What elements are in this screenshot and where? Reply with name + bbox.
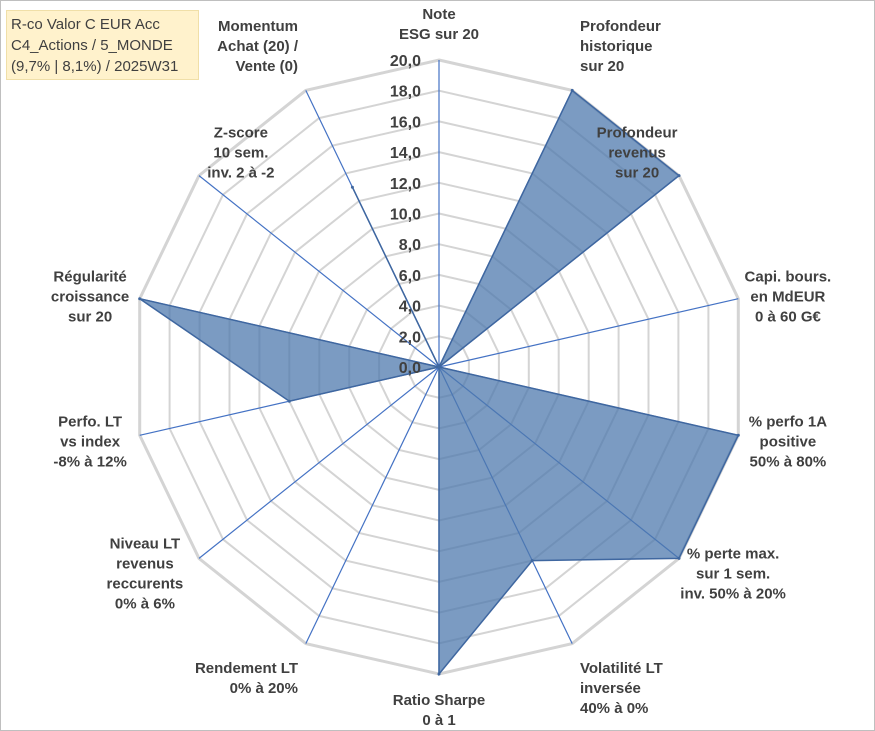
- axis-label-5-line-2: inv. 50% à 20%: [680, 586, 786, 603]
- axis-label-6-line-1: inversée: [580, 680, 641, 697]
- axis-label-3: Capi. bours. en MdEUR 0 à 60 G€: [745, 269, 832, 326]
- series-point-5: [677, 556, 681, 560]
- title-line-2: C4_Actions / 5_MONDE: [11, 37, 173, 54]
- axis-label-1: Profondeur historique sur 20: [580, 18, 661, 75]
- axis-label-9-line-3: 0% à 6%: [115, 596, 175, 613]
- tick-label-4: 8,0: [399, 237, 421, 254]
- axis-label-1-line-0: Profondeur: [580, 18, 661, 35]
- axis-label-5-line-0: % perte max.: [687, 546, 780, 563]
- axis-label-6-line-2: 40% à 0%: [580, 700, 648, 717]
- axis-label-11-line-0: Régularité: [53, 269, 126, 286]
- axis-label-2-line-0: Profondeur: [597, 124, 678, 141]
- radial-tick-labels: 0,0 2,0 4,0 6,0 8,0 10,0 12,0 14,0 16,0 18,0 20,0: [390, 53, 421, 377]
- title-line-3: (9,7% | 8,1%) / 2025W31: [11, 58, 179, 75]
- tick-label-1: 2,0: [399, 329, 421, 346]
- tick-label-0: 0,0: [399, 360, 421, 377]
- axis-label-10: Perfo. LT vs index -8% à 12%: [53, 413, 126, 470]
- axis-label-13-line-0: Momentum: [218, 18, 298, 35]
- axis-label-9: Niveau LT revenus reccurents 0% à 6%: [107, 536, 184, 613]
- axis-label-4-line-1: positive: [760, 433, 817, 450]
- axis-label-7-line-0: Ratio Sharpe: [393, 692, 486, 709]
- series-point-6: [530, 559, 534, 563]
- tick-label-8: 16,0: [390, 114, 421, 131]
- radar-series: [138, 88, 740, 677]
- tick-label-9: 18,0: [390, 84, 421, 101]
- axis-label-3-line-2: 0 à 60 G€: [755, 309, 822, 326]
- axis-label-9-line-2: reccurents: [107, 576, 184, 593]
- axis-label-10-line-0: Perfo. LT: [58, 413, 122, 430]
- axis-label-5: % perte max. sur 1 sem. inv. 50% à 20%: [680, 546, 786, 603]
- axis-label-9-line-0: Niveau LT: [110, 536, 181, 553]
- title-line-1: R-co Valor C EUR Acc: [11, 16, 160, 33]
- series-point-11: [138, 297, 142, 301]
- axis-label-8-line-1: 0% à 20%: [230, 680, 298, 697]
- axis-label-4: % perfo 1A positive 50% à 80%: [749, 413, 828, 470]
- axis-label-1-line-2: sur 20: [580, 58, 624, 75]
- axis-label-7-line-1: 0 à 1: [422, 712, 455, 729]
- axis-label-1-line-1: historique: [580, 38, 653, 55]
- axis-label-12: Z-score 10 sem. inv. 2 à -2: [207, 124, 274, 181]
- axis-label-13-line-2: Vente (0): [235, 58, 298, 75]
- axis-label-3-line-0: Capi. bours.: [745, 269, 832, 286]
- series-point-4: [736, 433, 740, 437]
- axis-label-2-line-2: sur 20: [615, 164, 659, 181]
- tick-label-5: 10,0: [390, 207, 421, 224]
- axis-label-2-line-1: revenus: [608, 144, 666, 161]
- axis-label-11-line-2: sur 20: [68, 309, 112, 326]
- chart-title-box: R-co Valor C EUR Acc C4_Actions / 5_MOND…: [6, 10, 199, 80]
- axis-label-0-line-1: ESG sur 20: [399, 26, 479, 43]
- axis-label-0: Note ESG sur 20: [399, 6, 479, 43]
- axis-label-7: Ratio Sharpe 0 à 1: [393, 692, 486, 729]
- axis-label-11-line-1: croissance: [51, 289, 129, 306]
- axis-label-0-line-0: Note: [422, 6, 455, 23]
- tick-label-10: 20,0: [390, 53, 421, 70]
- tick-label-6: 12,0: [390, 176, 421, 193]
- series-point-12: [437, 365, 441, 369]
- axis-label-2: Profondeur revenus sur 20: [597, 124, 678, 181]
- axis-label-12-line-0: Z-score: [214, 124, 268, 141]
- axis-label-8: Rendement LT 0% à 20%: [195, 660, 298, 697]
- axis-label-13: Momentum Achat (20) / Vente (0): [217, 18, 299, 75]
- axis-label-6-line-0: Volatilité LT: [580, 660, 663, 677]
- spoke-3: [438, 298, 739, 368]
- spoke-9: [198, 366, 440, 559]
- tick-label-2: 4,0: [399, 299, 421, 316]
- series-point-10: [287, 399, 291, 403]
- tick-label-3: 6,0: [399, 268, 421, 285]
- tick-label-7: 14,0: [390, 145, 421, 162]
- series-point-13: [350, 185, 354, 189]
- series-point-1: [570, 88, 574, 92]
- axis-label-4-line-2: 50% à 80%: [750, 453, 827, 470]
- axis-label-11: Régularité croissance sur 20: [51, 269, 129, 326]
- axis-label-5-line-1: sur 1 sem.: [696, 566, 770, 583]
- axis-label-10-line-1: vs index: [60, 433, 121, 450]
- spoke-12: [198, 175, 440, 368]
- axis-label-6: Volatilité LT inversée 40% à 0%: [580, 660, 663, 717]
- series-point-7: [437, 672, 441, 676]
- axis-label-9-line-1: revenus: [116, 556, 174, 573]
- axis-label-13-line-1: Achat (20) /: [217, 38, 299, 55]
- axis-label-12-line-2: inv. 2 à -2: [207, 164, 274, 181]
- axis-label-12-line-1: 10 sem.: [213, 144, 268, 161]
- spoke-8: [305, 366, 440, 644]
- series-point-2: [677, 174, 681, 178]
- axis-label-10-line-2: -8% à 12%: [53, 453, 126, 470]
- axis-label-4-line-0: % perfo 1A: [749, 413, 828, 430]
- axis-label-8-line-0: Rendement LT: [195, 660, 298, 677]
- axis-label-3-line-1: en MdEUR: [750, 289, 825, 306]
- axis-labels: Note ESG sur 20 Profondeur historique sur 20…: [51, 6, 831, 729]
- series-area-0: [139, 89, 740, 677]
